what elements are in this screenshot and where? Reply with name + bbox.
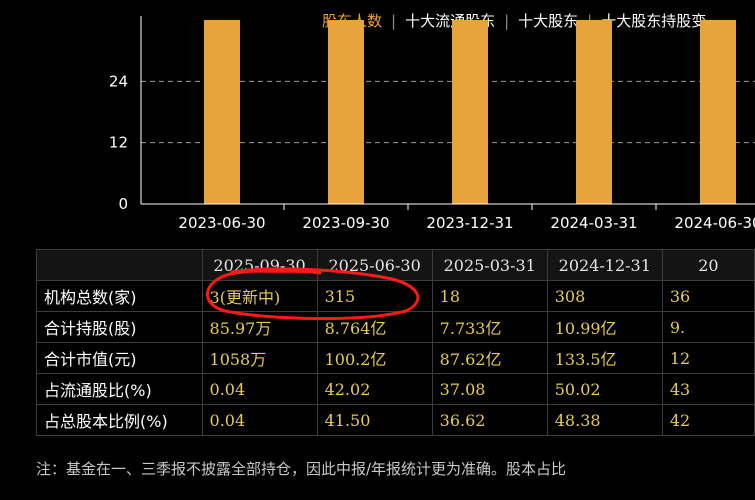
y-tick-label: 0 [118,195,128,213]
y-tick-label: 24 [109,72,128,90]
table-cell: 3(更新中) [201,280,318,312]
table-cell: 100.2亿 [316,342,433,374]
bar [452,20,488,204]
table-cell: 43 [661,373,755,405]
footnote: 注：基金在一、三季报不披露全部持仓，因此中报/年报统计更为准确。股本占比 [36,460,567,478]
bar-chart: 0 12 24 2023-06-30 2023-09-30 2023-12-31 2024-… [109,16,755,232]
tab-separator: | [504,12,510,30]
column-header-date[interactable]: 2025-06-30 [316,249,433,281]
table-cell: 50.02 [546,373,663,405]
table-row: 占流通股比(%) 0.04 42.02 37.08 50.02 43 [36,373,755,405]
y-tick-label: 12 [109,134,128,152]
table-cell: 7.733亿 [431,311,548,343]
table-header-row: 2025-09-30 2025-06-30 2025-03-31 2024-12… [36,249,755,281]
table-cell: 18 [431,280,548,312]
table-row: 占总股本比例(%) 0.04 41.50 36.62 48.38 42 [36,404,755,436]
table-row: 合计市值(元) 1058万 100.2亿 87.62亿 133.5亿 12 [36,342,755,374]
table-cell: 1058万 [201,342,318,374]
bar [576,20,612,204]
x-tick-label: 2024-06-30 [674,214,755,232]
table-cell: 36 [661,280,755,312]
bar [700,20,736,204]
table-cell: 87.62亿 [431,342,548,374]
x-tick-label: 2023-09-30 [302,214,389,232]
row-label: 合计持股(股) [36,311,203,343]
table-cell: 308 [546,280,663,312]
x-tick-label: 2023-06-30 [178,214,265,232]
table-cell: 42 [661,404,755,436]
column-header-date[interactable]: 2024-12-31 [546,249,663,281]
x-tick-label: 2024-03-31 [550,214,637,232]
table-cell: 0.04 [201,404,318,436]
tab-top10-holders[interactable]: 十大股东 [518,12,579,30]
table-cell: 12 [661,342,755,374]
row-label: 机构总数(家) [36,280,203,312]
tab-separator: | [391,12,397,30]
table-row: 合计持股(股) 85.97万 8.764亿 7.733亿 10.99亿 9. [36,311,755,343]
table-cell: 0.04 [201,373,318,405]
table-cell: 9. [661,311,755,343]
table-cell: 42.02 [316,373,433,405]
table-cell: 10.99亿 [546,311,663,343]
column-header-date[interactable]: 20 [661,249,755,281]
bar [204,20,240,204]
table-cell: 41.50 [316,404,433,436]
row-label: 占流通股比(%) [36,373,203,405]
table-cell: 8.764亿 [316,311,433,343]
table-cell: 48.38 [546,404,663,436]
bar [328,20,364,204]
institution-holdings-table: 2025-09-30 2025-06-30 2025-03-31 2024-12… [36,249,755,436]
table-row: 机构总数(家) 3(更新中) 315 18 308 36 [36,280,755,312]
table-cell: 36.62 [431,404,548,436]
row-label: 占总股本比例(%) [36,404,203,436]
row-label: 合计市值(元) [36,342,203,374]
column-header-date[interactable]: 2025-09-30 [201,249,318,281]
tab-top10-holding-changes[interactable]: 十大股东持股变 [601,12,707,30]
table-cell: 85.97万 [201,311,318,343]
table-cell: 315 [316,280,433,312]
column-header-date[interactable]: 2025-03-31 [431,249,548,281]
table-header-corner [36,249,203,281]
table-cell: 133.5亿 [546,342,663,374]
x-tick-label: 2023-12-31 [426,214,513,232]
table-cell: 37.08 [431,373,548,405]
